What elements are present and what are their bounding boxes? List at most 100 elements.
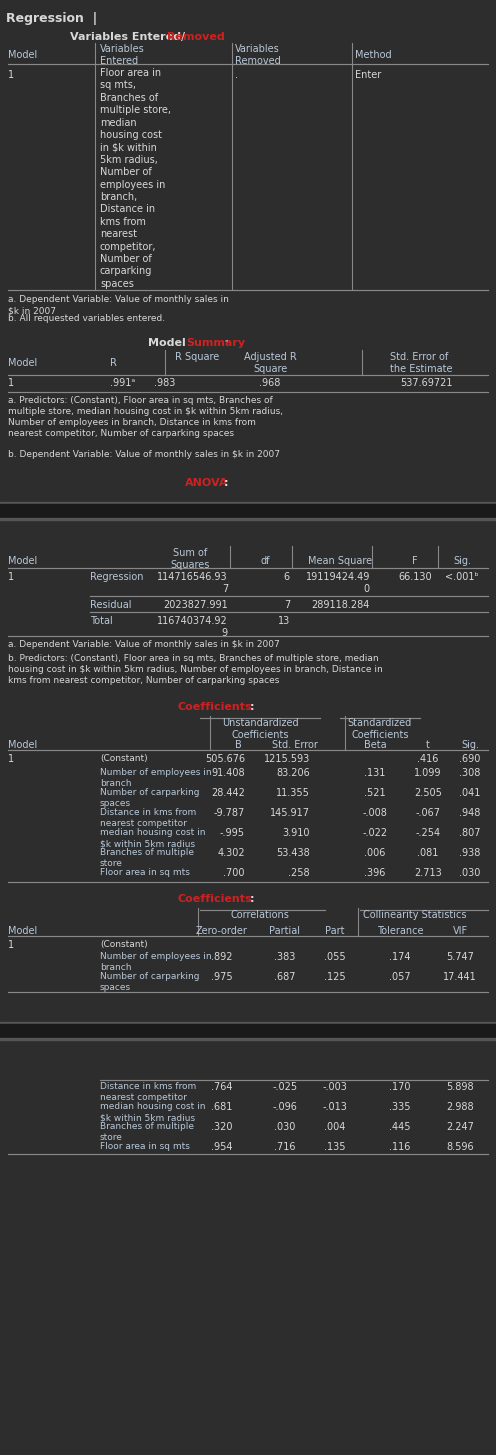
Text: .521: .521 [364, 789, 386, 797]
Text: 4.302: 4.302 [217, 848, 245, 858]
Bar [0, 502, 496, 503]
Text: Removed: Removed [167, 32, 225, 42]
Text: Sum of
Squares: Sum of Squares [170, 549, 210, 570]
Text: 2.505: 2.505 [414, 789, 442, 797]
Text: Mean Square: Mean Square [308, 556, 372, 566]
Text: Standardized
Coefficients: Standardized Coefficients [348, 717, 412, 741]
Text: Distance in kms from
nearest competitor: Distance in kms from nearest competitor [100, 808, 196, 828]
Text: 114716546.93
7: 114716546.93 7 [157, 572, 228, 595]
Bar [0, 1024, 496, 1037]
Text: Total: Total [90, 615, 113, 626]
Text: .335: .335 [389, 1101, 411, 1112]
Text: Variables
Removed: Variables Removed [235, 44, 281, 67]
Text: .445: .445 [389, 1122, 411, 1132]
Text: .: . [235, 70, 238, 80]
Text: .041: .041 [459, 789, 481, 797]
Text: Number of carparking
spaces: Number of carparking spaces [100, 972, 199, 992]
Text: -.022: -.022 [363, 828, 387, 838]
Text: Floor area in
sq mts,
Branches of
multiple store,
median
housing cost
in $k with: Floor area in sq mts, Branches of multip… [100, 68, 171, 288]
Text: .030: .030 [274, 1122, 296, 1132]
Text: 13: 13 [278, 615, 290, 626]
Bar [0, 1021, 496, 1024]
Text: 1: 1 [8, 940, 14, 950]
Text: -.003: -.003 [322, 1083, 347, 1093]
Text: Branches of multiple
store: Branches of multiple store [100, 848, 194, 869]
Text: Regression  |: Regression | [6, 12, 97, 25]
Text: a. Dependent Variable: Value of monthly sales in $k in 2007: a. Dependent Variable: Value of monthly … [8, 640, 280, 649]
Text: (Constant): (Constant) [100, 754, 148, 762]
Bar [0, 518, 496, 519]
Text: 1.099: 1.099 [414, 768, 442, 778]
Text: ANOVA: ANOVA [185, 479, 229, 487]
Text: B: B [235, 741, 242, 749]
Text: a. Predictors: (Constant), Floor area in sq mts, Branches of
multiple store, med: a. Predictors: (Constant), Floor area in… [8, 396, 283, 438]
Text: median housing cost in
$k within 5km radius: median housing cost in $k within 5km rad… [100, 1101, 205, 1122]
Text: -.096: -.096 [273, 1101, 298, 1112]
Bar [0, 503, 496, 518]
Text: Part: Part [325, 925, 345, 936]
Text: -.254: -.254 [416, 828, 440, 838]
Text: Model: Model [148, 338, 189, 348]
Text: 1: 1 [8, 754, 14, 764]
Text: 83.206: 83.206 [276, 768, 310, 778]
Text: Branches of multiple
store: Branches of multiple store [100, 1122, 194, 1142]
Text: .938: .938 [459, 848, 481, 858]
Text: .131: .131 [365, 768, 386, 778]
Text: Floor area in sq mts: Floor area in sq mts [100, 869, 190, 877]
Text: Adjusted R
Square: Adjusted R Square [244, 352, 297, 374]
Text: Beta: Beta [364, 741, 386, 749]
Text: 2.247: 2.247 [446, 1122, 474, 1132]
Text: 5.747: 5.747 [446, 952, 474, 962]
Text: Model: Model [8, 741, 37, 749]
Text: .416: .416 [417, 754, 438, 764]
Text: Tolerance: Tolerance [377, 925, 423, 936]
Text: Method: Method [355, 49, 392, 60]
Text: -9.787: -9.787 [214, 808, 245, 818]
Text: Model: Model [8, 925, 37, 936]
Text: :: : [224, 479, 229, 487]
Text: .057: .057 [389, 972, 411, 982]
Bar [0, 1037, 496, 1040]
Text: 66.130: 66.130 [398, 572, 432, 582]
Text: .948: .948 [459, 808, 481, 818]
Text: Summary: Summary [186, 338, 245, 348]
Text: .975: .975 [211, 972, 233, 982]
Text: Std. Error: Std. Error [272, 741, 318, 749]
Text: Model: Model [8, 358, 37, 368]
Text: 1215.593: 1215.593 [264, 754, 310, 764]
Text: Sig.: Sig. [453, 556, 471, 566]
Text: .004: .004 [324, 1122, 346, 1132]
Text: .681: .681 [211, 1101, 233, 1112]
Text: .690: .690 [459, 754, 481, 764]
Text: .308: .308 [459, 768, 481, 778]
Text: a. Dependent Variable: Value of monthly sales in
$k in 2007: a. Dependent Variable: Value of monthly … [8, 295, 229, 316]
Text: -.067: -.067 [416, 808, 440, 818]
Text: .807: .807 [459, 828, 481, 838]
Text: 116740374.92
9: 116740374.92 9 [157, 615, 228, 639]
Text: 2.988: 2.988 [446, 1101, 474, 1112]
Text: Coefficients: Coefficients [178, 893, 252, 904]
Text: .383: .383 [274, 952, 296, 962]
Text: Sig.: Sig. [461, 741, 479, 749]
Text: Model: Model [8, 49, 37, 60]
Text: .006: .006 [365, 848, 386, 858]
Text: 7: 7 [284, 599, 290, 610]
Text: Regression: Regression [90, 572, 143, 582]
Text: .116: .116 [389, 1142, 411, 1152]
Text: Distance in kms from
nearest competitor: Distance in kms from nearest competitor [100, 1083, 196, 1101]
Text: 1: 1 [8, 378, 14, 388]
Text: .716: .716 [274, 1142, 296, 1152]
Text: 91.408: 91.408 [211, 768, 245, 778]
Text: .170: .170 [389, 1083, 411, 1093]
Text: .320: .320 [211, 1122, 233, 1132]
Text: .081: .081 [417, 848, 438, 858]
Text: 145.917: 145.917 [270, 808, 310, 818]
Text: Variables Entered/: Variables Entered/ [70, 32, 185, 42]
Text: Zero-order: Zero-order [196, 925, 248, 936]
Text: Correlations: Correlations [231, 909, 290, 920]
Text: 289118.284: 289118.284 [311, 599, 370, 610]
Text: R Square: R Square [175, 352, 219, 362]
Text: .258: .258 [288, 869, 310, 877]
Text: .687: .687 [274, 972, 296, 982]
Text: .135: .135 [324, 1142, 346, 1152]
